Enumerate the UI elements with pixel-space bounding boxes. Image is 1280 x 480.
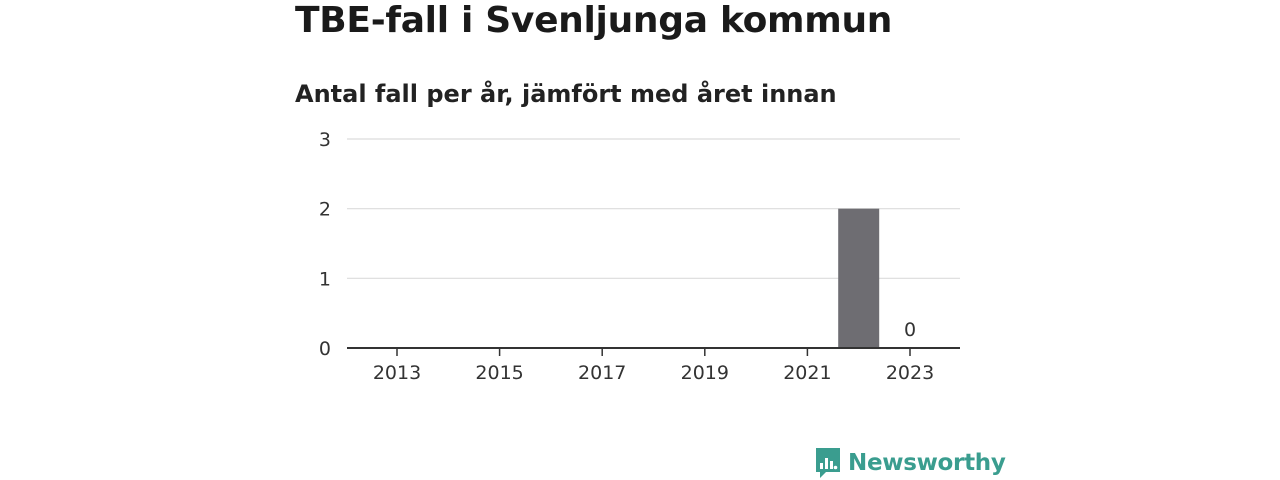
newsworthy-logo: Newsworthy <box>814 446 1006 480</box>
x-tick-label: 2023 <box>886 362 934 384</box>
y-tick-label: 3 <box>319 129 331 151</box>
chart-subtitle: Antal fall per år, jämfört med året inna… <box>295 80 837 108</box>
chart-title: TBE-fall i Svenljunga kommun <box>295 0 893 41</box>
y-tick-label: 1 <box>319 268 331 290</box>
x-tick-label: 2013 <box>373 362 421 384</box>
x-tick-label: 2015 <box>475 362 523 384</box>
labels: 0 1 2 3 2013 2015 2017 2019 2021 2023 0 <box>319 129 934 384</box>
data-label-2023: 0 <box>904 319 916 341</box>
x-axis <box>347 347 960 356</box>
brand-name: Newsworthy <box>848 450 1006 476</box>
y-tick-label: 0 <box>319 338 331 360</box>
bars <box>838 208 880 348</box>
x-tick-label: 2019 <box>681 362 729 384</box>
y-tick-label: 2 <box>319 199 331 221</box>
x-tick-label: 2017 <box>578 362 626 384</box>
newsworthy-logo-icon <box>816 448 840 478</box>
x-tick-label: 2021 <box>783 362 831 384</box>
bar-2022 <box>838 208 880 348</box>
